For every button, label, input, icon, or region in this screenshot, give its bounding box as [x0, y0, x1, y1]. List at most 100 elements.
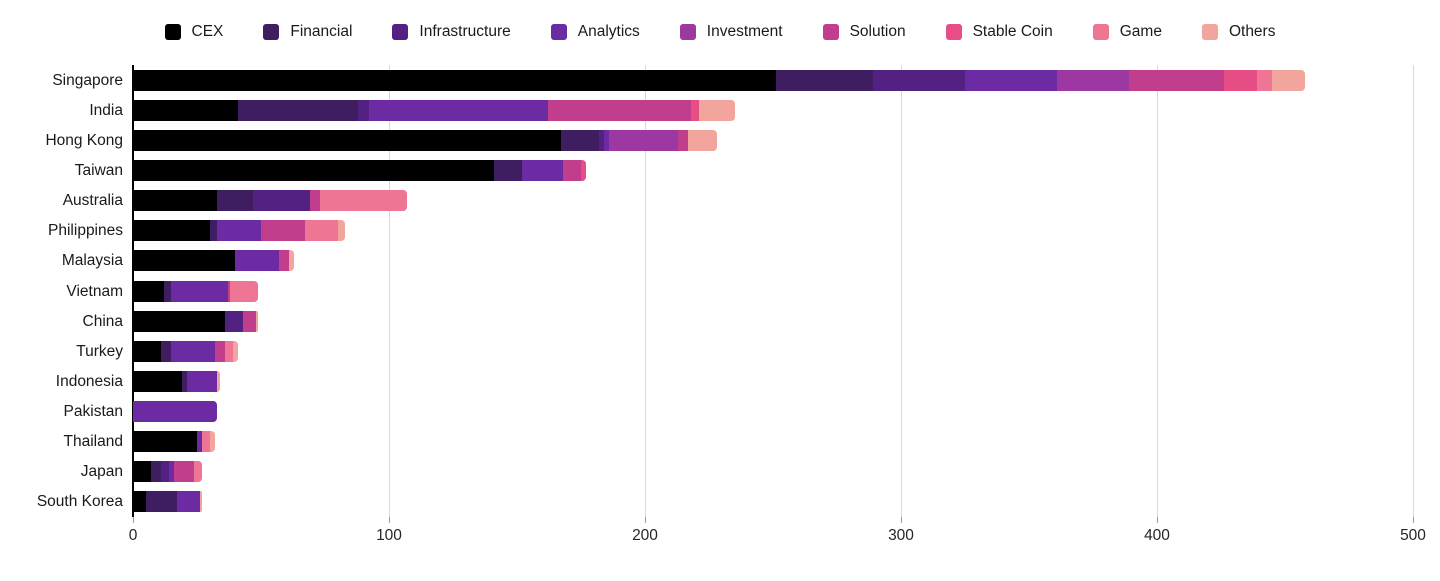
x-tick-mark-100 — [389, 517, 390, 523]
bar-segment-game — [319, 190, 407, 211]
bar-segment-game — [194, 461, 203, 482]
bar-row-hong-kong: Hong Kong — [45, 130, 1413, 151]
legend-swatch — [392, 24, 409, 40]
bar-segment-others — [1272, 70, 1306, 91]
bar-segment-cex — [133, 160, 494, 181]
bar-segment-infrastructure — [358, 100, 369, 121]
bar-segment-others — [199, 491, 203, 512]
stacked-bar — [133, 401, 218, 422]
legend-label: Investment — [706, 23, 783, 41]
country-label: Vietnam — [66, 283, 123, 300]
legend-item-game: Game — [1092, 23, 1162, 41]
bar-row-thailand: Thailand — [64, 431, 1413, 452]
bar-segment-cex — [133, 250, 236, 271]
bar-segment-game — [202, 431, 210, 452]
country-label: Hong Kong — [45, 132, 123, 149]
x-axis: 0 100 200 300 400 500 — [129, 517, 1426, 557]
bar-segment-stable-coin — [580, 160, 587, 181]
stacked-bar — [133, 220, 346, 241]
bar-segment-cex — [133, 461, 151, 482]
gridline-500 — [1413, 65, 1414, 517]
bar-segment-infrastructure — [598, 130, 605, 151]
bar-segment-solution — [227, 281, 231, 302]
country-label: Turkey — [76, 343, 123, 360]
legend-label: Financial — [290, 23, 353, 41]
bar-row-pakistan: Pakistan — [64, 401, 1413, 422]
bar-row-japan: Japan — [81, 461, 1413, 482]
legend-item-financial: Financial — [263, 24, 352, 40]
country-label: Australia — [62, 192, 123, 209]
bar-segment-analytics — [217, 220, 261, 241]
stacked-bar — [133, 130, 717, 151]
bar-segment-game — [230, 281, 259, 302]
legend-swatch — [822, 24, 839, 40]
bar-segment-solution — [278, 250, 290, 271]
legend-label: Others — [1228, 23, 1276, 41]
bar-segment-others — [217, 371, 220, 392]
x-tick-label: 500 — [1400, 527, 1426, 544]
stacked-bar — [133, 311, 259, 332]
stacked-bar — [133, 100, 735, 121]
bar-segment-others — [209, 431, 215, 452]
legend-swatch — [263, 24, 280, 40]
legend-swatch — [1201, 24, 1218, 40]
bar-segment-analytics — [133, 401, 218, 422]
bar-segment-solution — [260, 220, 305, 241]
bar-segment-others — [337, 220, 346, 241]
bar-segment-financial — [560, 130, 599, 151]
legend-item-cex: CEX — [164, 24, 223, 40]
bar-segment-infrastructure — [872, 70, 965, 91]
gridline-200 — [645, 65, 646, 517]
bar-segment-solution — [1128, 70, 1224, 91]
country-label: China — [82, 313, 124, 330]
bar-segment-financial — [493, 160, 523, 181]
bar-segment-cex — [133, 431, 197, 452]
bar-segment-analytics — [176, 491, 200, 512]
legend-item-solution: Solution — [822, 23, 906, 41]
legend-label: Analytics — [577, 23, 640, 41]
bar-segment-analytics — [197, 431, 203, 452]
stacked-bar — [133, 281, 259, 302]
bar-segment-financial — [150, 461, 162, 482]
legend-item-investment: Investment — [679, 23, 783, 41]
x-tick-mark-400 — [1157, 517, 1158, 523]
stacked-bar — [133, 431, 215, 452]
bar-segment-game — [225, 341, 233, 362]
bar-segment-analytics — [171, 341, 215, 362]
bar-segment-solution — [309, 190, 320, 211]
bar-row-china: China — [83, 311, 1413, 332]
bar-segment-cex — [133, 190, 218, 211]
gridline-300 — [901, 65, 902, 517]
x-tick-label: 300 — [888, 527, 914, 544]
bar-segment-financial — [209, 220, 218, 241]
stacked-bar — [133, 250, 295, 271]
bar-segment-others — [255, 311, 259, 332]
bar-segment-infrastructure — [161, 461, 169, 482]
bar-row-taiwan: Taiwan — [75, 160, 1413, 181]
stacked-bar — [133, 160, 587, 181]
bar-segment-financial — [145, 491, 177, 512]
legend-label: Solution — [849, 23, 906, 41]
country-label: South Korea — [36, 493, 123, 510]
legend-item-analytics: Analytics — [550, 23, 640, 41]
legend-item-stable-coin: Stable Coin — [945, 23, 1053, 41]
legend-item-others: Others — [1201, 23, 1276, 41]
legend-swatch — [1092, 24, 1109, 40]
stacked-bar — [133, 341, 238, 362]
stacked-bar — [133, 461, 203, 482]
bar-segment-solution — [563, 160, 581, 181]
bar-segment-solution — [214, 341, 226, 362]
bar-segment-others — [289, 250, 295, 271]
bar-segment-solution — [547, 100, 692, 121]
stacked-bar — [133, 190, 407, 211]
bar-row-singapore: Singapore — [52, 70, 1413, 91]
legend-label: Game — [1119, 23, 1162, 41]
x-tick-mark-200 — [645, 517, 646, 523]
bar-segment-solution — [243, 311, 256, 332]
bar-row-malaysia: Malaysia — [62, 250, 1413, 271]
bar-segment-cex — [133, 341, 162, 362]
chart-legend: CEX Financial Infrastructure Analytics Inves… — [0, 18, 1440, 46]
legend-label: Stable Coin — [972, 23, 1053, 41]
bar-segment-financial — [237, 100, 359, 121]
